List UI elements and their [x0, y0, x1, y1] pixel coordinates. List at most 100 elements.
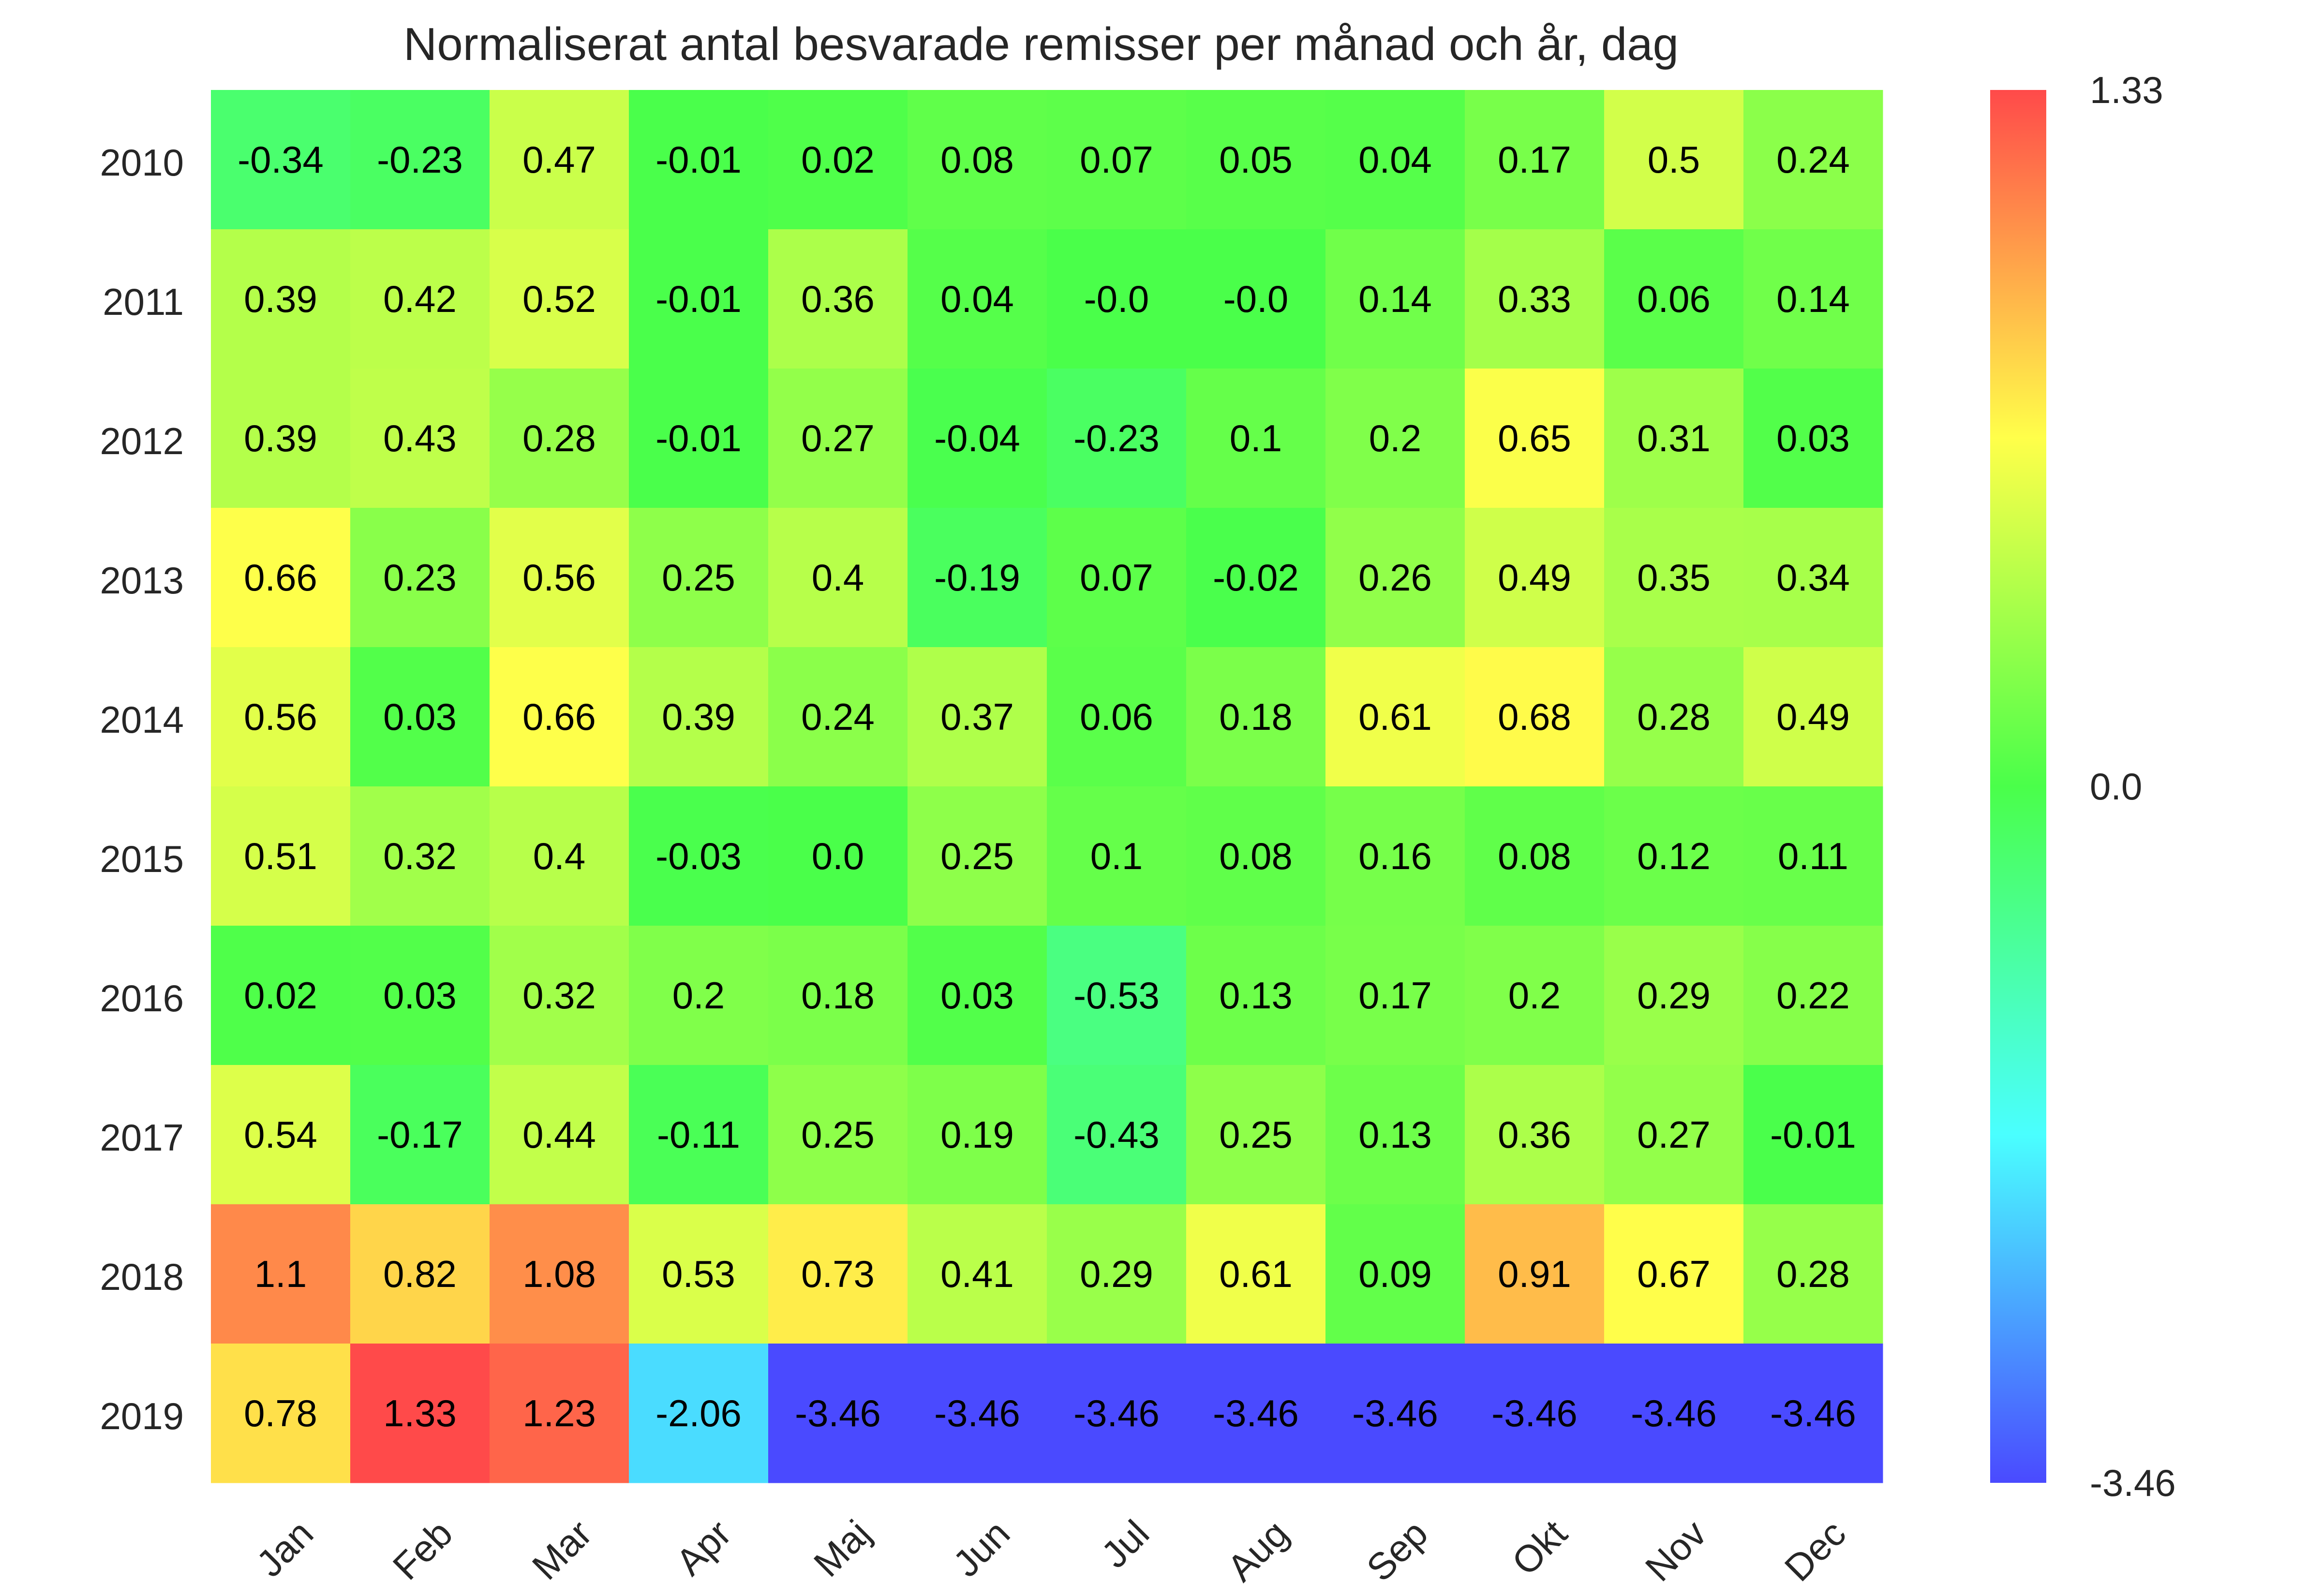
heatmap-cell: [1047, 1344, 1187, 1483]
heatmap-cell: [1604, 647, 1744, 787]
heatmap-cell: [211, 926, 351, 1065]
heatmap-cell-label: 0.13: [1219, 974, 1293, 1017]
heatmap-cell-label: 0.53: [662, 1253, 735, 1295]
heatmap-cell-label: 0.1: [1090, 835, 1143, 877]
heatmap-cell-label: 0.14: [1776, 278, 1850, 320]
heatmap-cell: [211, 229, 351, 369]
heatmap-cell: [908, 926, 1047, 1065]
heatmap-cell-label: 0.39: [244, 417, 317, 459]
colorbar-tick-label: 1.33: [2090, 69, 2163, 111]
heatmap-cell-label: -0.02: [1213, 556, 1299, 599]
heatmap-cell-label: 0.26: [1358, 556, 1432, 599]
heatmap-cell: [211, 786, 351, 926]
x-tick-label: Okt: [1503, 1512, 1575, 1583]
heatmap-cell: [1604, 90, 1744, 230]
heatmap-cell: [490, 1065, 629, 1205]
colorbar-gradient: [1990, 90, 2046, 1483]
heatmap-cell-label: 0.22: [1776, 974, 1850, 1017]
heatmap-cell: [490, 926, 629, 1065]
heatmap-cell: [1604, 1065, 1744, 1205]
heatmap-cell-label: -3.46: [1213, 1392, 1299, 1434]
heatmap-cell: [768, 1065, 908, 1205]
heatmap-cell: [768, 90, 908, 230]
colorbar: 1.33 0.0 -3.46: [1990, 69, 2176, 1504]
heatmap-cell: [908, 647, 1047, 787]
heatmap-cell-label: 0.4: [812, 556, 864, 599]
heatmap-cell: [768, 229, 908, 369]
heatmap-cell-label: 0.23: [383, 556, 457, 599]
heatmap-cell-label: 0.11: [1778, 835, 1848, 877]
heatmap-cell: [629, 647, 769, 787]
heatmap-cell-label: 0.25: [940, 835, 1014, 877]
x-tick-label: Mar: [524, 1512, 600, 1588]
x-tick-label: Sep: [1358, 1512, 1436, 1589]
heatmap-cell: [908, 229, 1047, 369]
heatmap-cell-label: 0.07: [1080, 556, 1153, 599]
heatmap-cell-label: 0.61: [1358, 695, 1432, 738]
heatmap-cell: [490, 647, 629, 787]
heatmap-cell-label: 1.1: [254, 1253, 307, 1295]
y-tick-label: 2016: [100, 977, 184, 1020]
heatmap-cell: [1604, 786, 1744, 926]
heatmap-cell: [1743, 508, 1883, 648]
heatmap-cell: [1465, 1344, 1605, 1483]
heatmap-cell-label: 0.08: [1219, 835, 1293, 877]
heatmap-cell-label: 0.02: [801, 138, 875, 181]
heatmap-cell: [629, 786, 769, 926]
heatmap-cell: [1325, 1065, 1465, 1205]
heatmap-cell: [1186, 926, 1326, 1065]
heatmap-cell: [1465, 229, 1605, 369]
heatmap-cell: [1325, 786, 1465, 926]
heatmap-cell-label: -0.04: [934, 417, 1020, 459]
heatmap-cell-label: -3.46: [1352, 1392, 1438, 1434]
heatmap-cell: [1047, 229, 1187, 369]
heatmap-cell: [211, 90, 351, 230]
heatmap-cell: [1186, 1204, 1326, 1344]
heatmap-cell-label: 0.18: [801, 974, 875, 1017]
heatmap-cell-label: 0.49: [1498, 556, 1571, 599]
heatmap-cell-label: -0.0: [1223, 278, 1288, 320]
heatmap-cell-label: 0.2: [1508, 974, 1561, 1017]
heatmap-cell-label: 0.32: [383, 835, 457, 877]
heatmap-cell: [1186, 786, 1326, 926]
heatmap-cell-label: 0.08: [940, 138, 1014, 181]
heatmap-cell-label: 0.66: [244, 556, 317, 599]
heatmap-cell: [629, 229, 769, 369]
heatmap-cell: [1047, 926, 1187, 1065]
heatmap-cell-label: 0.37: [940, 695, 1014, 738]
heatmap-cell: [211, 369, 351, 508]
heatmap-cell: [908, 369, 1047, 508]
heatmap-cell: [1325, 926, 1465, 1065]
heatmap-cell-label: 0.68: [1498, 695, 1571, 738]
heatmap-cell-label: 1.23: [522, 1392, 596, 1434]
y-tick-label: 2017: [100, 1116, 184, 1159]
y-tick-label: 2013: [100, 559, 184, 602]
heatmap-cell-label: 0.06: [1080, 695, 1153, 738]
heatmap-cell-label: -0.03: [655, 835, 742, 877]
heatmap-cell: [1604, 1344, 1744, 1483]
heatmap-cell-label: 0.67: [1637, 1253, 1711, 1295]
heatmap-cell: [350, 647, 490, 787]
heatmap-cell-label: 0.73: [801, 1253, 875, 1295]
colorbar-tick-labels: 1.33 0.0 -3.46: [2090, 69, 2176, 1504]
heatmap-cell-label: 0.25: [1219, 1113, 1293, 1156]
heatmap-cell-label: 0.05: [1219, 138, 1293, 181]
x-tick-label: Maj: [805, 1512, 878, 1585]
heatmap-cell: [1465, 786, 1605, 926]
heatmap-cell-label: 0.29: [1080, 1253, 1153, 1295]
heatmap-cell: [1465, 508, 1605, 648]
heatmap-cell-label: 0.27: [801, 417, 875, 459]
heatmap-cell: [629, 90, 769, 230]
heatmap-cell: [1047, 1065, 1187, 1205]
heatmap-cell-label: 0.43: [383, 417, 457, 459]
heatmap-cell: [1465, 90, 1605, 230]
heatmap-cell-label: 1.08: [522, 1253, 596, 1295]
heatmap-cell: [1604, 508, 1744, 648]
heatmap-cell: [490, 229, 629, 369]
heatmap-cell: [1047, 1204, 1187, 1344]
heatmap-cell-label: 0.27: [1637, 1113, 1711, 1156]
heatmap-cell: [350, 1065, 490, 1205]
heatmap-cell: [768, 508, 908, 648]
heatmap-cell-label: 0.04: [940, 278, 1014, 320]
heatmap-cell: [1465, 926, 1605, 1065]
